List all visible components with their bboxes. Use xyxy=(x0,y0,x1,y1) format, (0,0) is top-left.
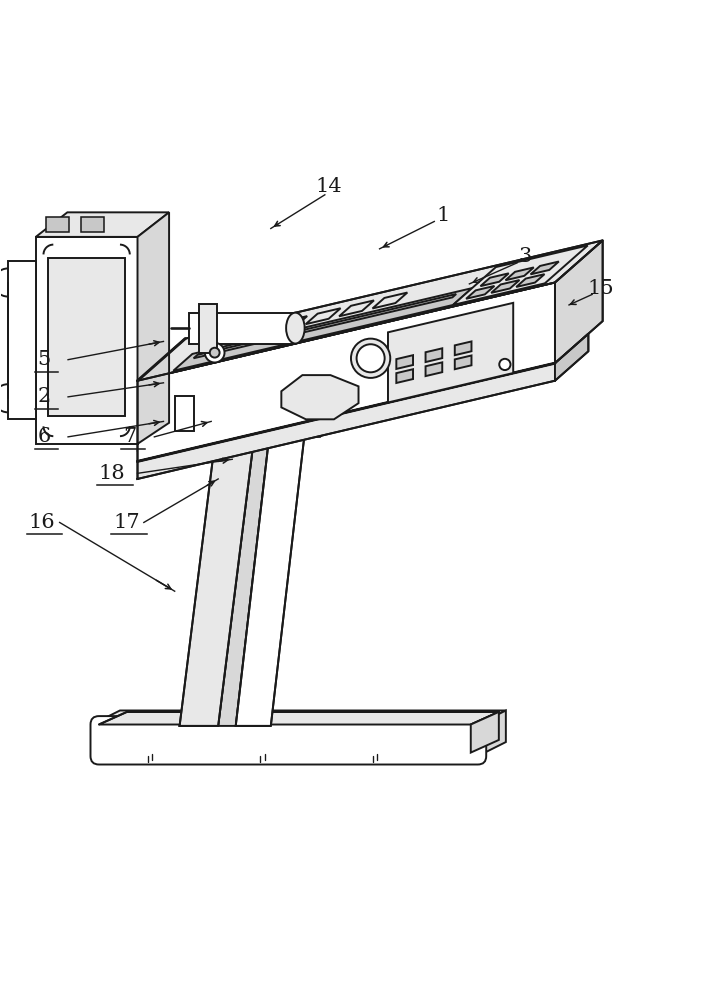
Polygon shape xyxy=(246,375,318,412)
Circle shape xyxy=(205,343,224,362)
Polygon shape xyxy=(138,212,169,444)
FancyBboxPatch shape xyxy=(91,716,486,765)
Polygon shape xyxy=(236,423,306,726)
Polygon shape xyxy=(555,240,602,363)
Polygon shape xyxy=(92,710,506,725)
Polygon shape xyxy=(531,262,559,274)
Polygon shape xyxy=(188,313,295,344)
Polygon shape xyxy=(174,396,193,431)
Text: 18: 18 xyxy=(99,464,126,483)
Polygon shape xyxy=(455,355,472,369)
Circle shape xyxy=(499,359,510,370)
Circle shape xyxy=(356,344,385,372)
Polygon shape xyxy=(471,712,499,753)
Polygon shape xyxy=(306,370,348,437)
Polygon shape xyxy=(516,274,545,287)
Polygon shape xyxy=(99,712,499,725)
Polygon shape xyxy=(49,258,125,416)
Text: 3: 3 xyxy=(519,247,532,266)
Polygon shape xyxy=(218,416,271,726)
Polygon shape xyxy=(455,341,472,355)
Circle shape xyxy=(209,348,219,358)
Polygon shape xyxy=(193,294,456,358)
Polygon shape xyxy=(491,280,520,293)
Polygon shape xyxy=(425,348,442,362)
Polygon shape xyxy=(396,369,413,383)
Polygon shape xyxy=(174,288,472,371)
Text: 6: 6 xyxy=(37,427,51,446)
Text: 5: 5 xyxy=(37,350,51,369)
Bar xyxy=(46,217,69,232)
Polygon shape xyxy=(239,324,273,340)
Polygon shape xyxy=(8,261,36,419)
Polygon shape xyxy=(199,304,217,353)
Polygon shape xyxy=(138,240,602,381)
Polygon shape xyxy=(272,316,307,332)
Polygon shape xyxy=(478,710,506,756)
Polygon shape xyxy=(36,237,138,444)
Polygon shape xyxy=(138,283,555,461)
Polygon shape xyxy=(138,363,555,479)
Polygon shape xyxy=(555,334,588,381)
Text: 16: 16 xyxy=(29,513,56,532)
Text: 7: 7 xyxy=(124,427,136,446)
Polygon shape xyxy=(396,355,413,369)
Polygon shape xyxy=(292,306,429,416)
Polygon shape xyxy=(373,293,407,308)
Polygon shape xyxy=(480,273,509,286)
Polygon shape xyxy=(306,308,340,324)
Circle shape xyxy=(351,339,390,378)
Text: 14: 14 xyxy=(316,177,342,196)
Polygon shape xyxy=(466,286,494,299)
Polygon shape xyxy=(179,416,257,726)
Polygon shape xyxy=(505,267,534,280)
Polygon shape xyxy=(388,303,513,402)
Polygon shape xyxy=(250,321,411,416)
Polygon shape xyxy=(281,375,359,419)
Bar xyxy=(82,217,104,232)
Polygon shape xyxy=(36,212,169,237)
Polygon shape xyxy=(169,370,348,437)
Polygon shape xyxy=(339,300,374,316)
Text: 1: 1 xyxy=(436,206,449,225)
Text: 15: 15 xyxy=(587,279,614,298)
Polygon shape xyxy=(92,725,478,756)
Text: 17: 17 xyxy=(113,513,140,532)
Polygon shape xyxy=(453,245,588,305)
Polygon shape xyxy=(425,362,442,376)
Text: 2: 2 xyxy=(37,387,51,406)
Ellipse shape xyxy=(286,313,304,344)
